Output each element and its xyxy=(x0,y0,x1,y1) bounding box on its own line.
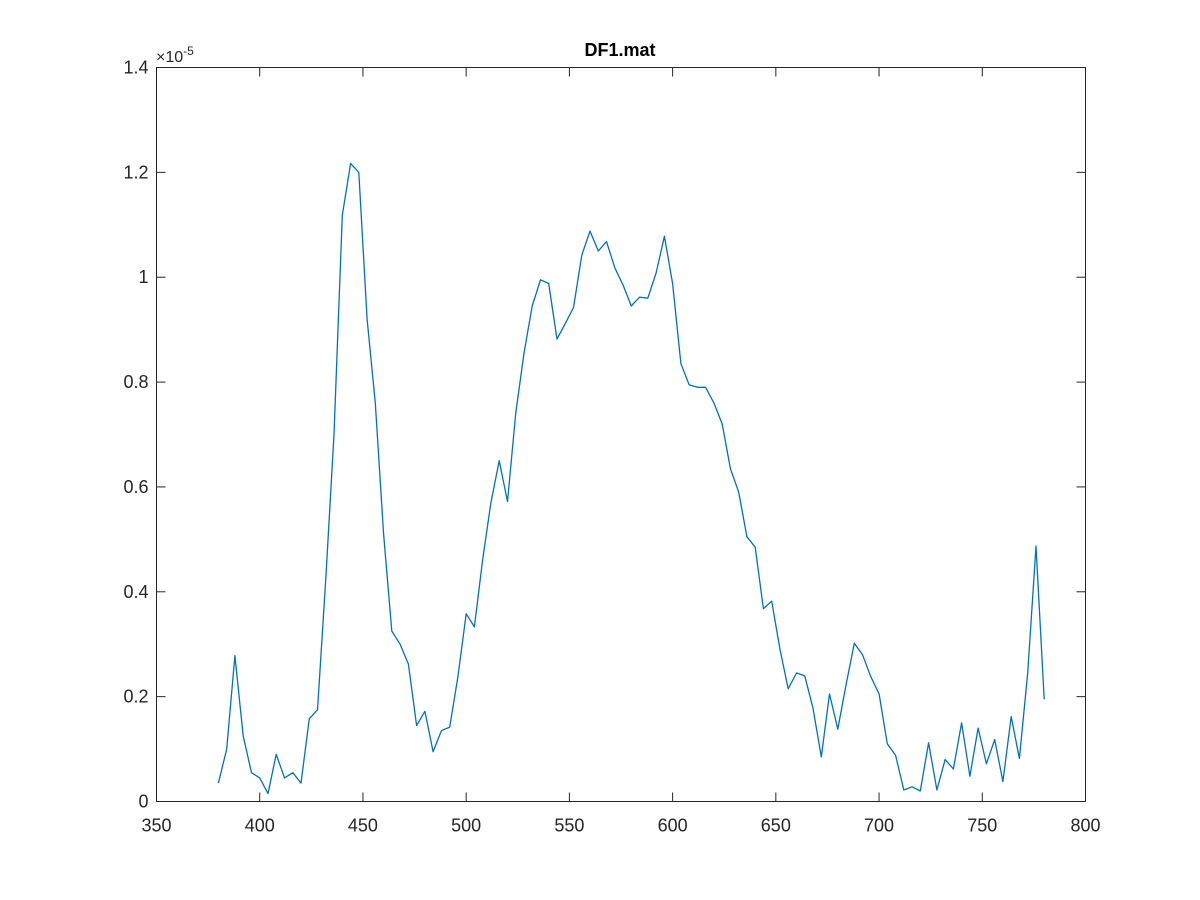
axes-box xyxy=(156,67,1086,802)
x-tick-label: 750 xyxy=(967,816,997,836)
y-tick-label: 1.2 xyxy=(123,162,148,182)
x-tick-label: 700 xyxy=(864,816,894,836)
x-tick-label: 650 xyxy=(761,816,791,836)
svg-text:×10-5: ×10-5 xyxy=(156,44,194,66)
exponent-base: ×10 xyxy=(156,49,183,66)
x-tick-label: 550 xyxy=(554,816,584,836)
y-tick-label: 1 xyxy=(138,267,148,287)
y-tick-label: 0.4 xyxy=(123,582,148,602)
x-tick-label: 450 xyxy=(348,816,378,836)
y-tick-label: 0.2 xyxy=(123,687,148,707)
y-axis-exponent-label: ×10-5 xyxy=(156,44,194,66)
y-tick-label: 0 xyxy=(138,792,148,812)
exponent-power: -5 xyxy=(183,44,194,58)
chart-title: DF1.mat xyxy=(584,40,655,60)
x-tick-label: 600 xyxy=(658,816,688,836)
y-tick-label: 0.8 xyxy=(123,372,148,392)
series-line xyxy=(217,162,1045,795)
x-tick-label: 800 xyxy=(1070,816,1100,836)
y-tick-label: 1.4 xyxy=(123,58,148,78)
x-tick-label: 400 xyxy=(245,816,275,836)
axis-ticks: 350 400 450 500 550 600 650 700 750 800 0 0.2 0.4 0.6… xyxy=(123,58,1100,836)
x-tick-label: 350 xyxy=(141,816,171,836)
y-tick-label: 0.6 xyxy=(123,477,148,497)
x-tick-label: 500 xyxy=(451,816,481,836)
plot-lines xyxy=(217,162,1045,795)
